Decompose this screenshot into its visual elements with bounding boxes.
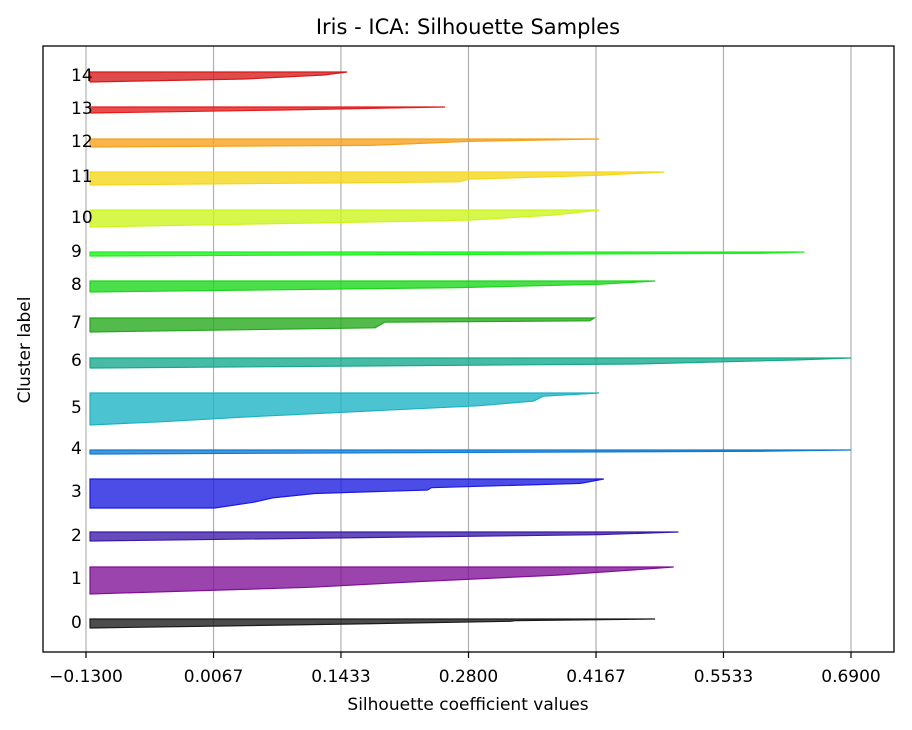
silhouette-band-0 bbox=[89, 618, 656, 629]
x-tick-label-5: 0.5533 bbox=[694, 667, 753, 687]
silhouette-band-7 bbox=[89, 317, 597, 333]
x-tick-label-4: 0.4167 bbox=[566, 667, 625, 687]
cluster-label-14: 14 bbox=[71, 66, 93, 86]
cluster-label-2: 2 bbox=[71, 526, 82, 546]
silhouette-band-12 bbox=[89, 138, 600, 148]
chart-title: Iris - ICA: Silhouette Samples bbox=[316, 15, 620, 39]
cluster-bands bbox=[89, 71, 852, 629]
x-tick-label-3: 0.2800 bbox=[439, 667, 498, 687]
cluster-label-0: 0 bbox=[71, 613, 82, 633]
silhouette-band-11 bbox=[89, 171, 665, 186]
silhouette-band-10 bbox=[89, 209, 600, 228]
silhouette-band-2 bbox=[89, 531, 679, 542]
cluster-label-1: 1 bbox=[71, 569, 82, 589]
y-axis-label: Cluster label bbox=[15, 297, 35, 404]
silhouette-band-6 bbox=[89, 357, 852, 369]
x-tick-label-0: −0.1300 bbox=[49, 667, 123, 687]
cluster-label-11: 11 bbox=[71, 167, 93, 187]
x-tick-label-1: 0.0067 bbox=[184, 667, 243, 687]
silhouette-band-13 bbox=[89, 106, 446, 114]
cluster-label-4: 4 bbox=[71, 439, 82, 459]
cluster-label-3: 3 bbox=[71, 482, 82, 502]
silhouette-band-8 bbox=[89, 280, 656, 293]
cluster-label-13: 13 bbox=[71, 99, 93, 119]
cluster-label-6: 6 bbox=[71, 351, 82, 371]
cluster-label-7: 7 bbox=[71, 313, 82, 333]
cluster-label-12: 12 bbox=[71, 132, 93, 152]
cluster-label-10: 10 bbox=[71, 208, 93, 228]
silhouette-band-14 bbox=[89, 71, 348, 83]
x-tick-label-6: 0.6900 bbox=[821, 667, 880, 687]
silhouette-band-5 bbox=[89, 392, 600, 426]
silhouette-band-4 bbox=[89, 449, 852, 455]
cluster-label-8: 8 bbox=[71, 275, 82, 295]
cluster-label-9: 9 bbox=[71, 242, 82, 262]
silhouette-band-3 bbox=[89, 478, 604, 509]
silhouette-band-1 bbox=[89, 566, 674, 595]
silhouette-band-9 bbox=[89, 251, 805, 257]
x-axis-label: Silhouette coefficient values bbox=[347, 695, 588, 715]
x-tick-label-2: 0.1433 bbox=[311, 667, 370, 687]
x-axis-ticks: −0.1300 0.0067 0.1433 0.2800 0.4167 0.5533 0.6… bbox=[49, 652, 881, 687]
cluster-label-5: 5 bbox=[71, 398, 82, 418]
grid-lines bbox=[85, 46, 852, 652]
